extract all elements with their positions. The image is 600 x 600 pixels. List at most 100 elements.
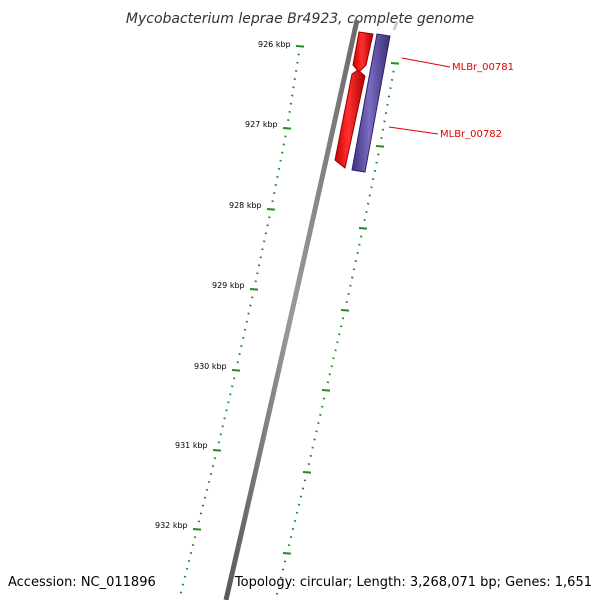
outer-ring-minor-tick [254,280,257,283]
inner-ring-minor-tick [354,260,358,263]
outer-ring-minor-tick [223,417,226,420]
inner-ring-major-tick [358,227,368,230]
outer-ring-minor-tick [227,401,230,404]
inner-ring-minor-tick [347,292,350,295]
inner-ring-minor-tick [341,317,345,320]
inner-ring-minor-tick [281,568,285,571]
inner-ring-minor-tick [322,397,326,400]
outer-ring-minor-tick [250,296,254,299]
tick-marks [179,45,400,595]
inner-ring-minor-tick [277,584,281,587]
inner-ring-major-tick [375,145,385,148]
inner-ring-minor-tick [332,357,335,360]
outer-ring-minor-tick [179,591,183,594]
outer-ring-minor-tick [193,536,197,539]
outer-ring-major-tick [212,449,222,452]
inner-ring-minor-tick [326,381,330,384]
outer-ring-major-tick [249,288,259,291]
outer-ring-minor-tick [183,575,187,578]
inner-ring-minor-tick [383,120,386,123]
inner-ring-minor-tick [297,503,301,506]
inner-ring-minor-tick [317,422,320,425]
outer-ring-minor-tick [257,264,261,267]
outer-ring-minor-tick [181,583,185,586]
label-line-MLBr_00781 [401,57,451,68]
outer-ring-minor-tick [276,175,279,178]
outer-ring-minor-tick [236,361,240,364]
outer-ring-minor-tick [282,143,286,146]
inner-ring-minor-tick [368,194,372,197]
outer-ring-minor-tick [297,53,300,56]
inner-ring-minor-tick [339,325,343,328]
outer-ring-minor-tick [294,69,298,72]
gene-label-MLBr_00782[interactable]: MLBr_00782 [440,129,502,140]
outer-ring-minor-tick [203,496,207,499]
outer-ring-minor-tick [185,567,189,570]
inner-ring-minor-tick [319,413,322,416]
outer-ring-minor-tick [211,465,215,468]
inner-ring-minor-tick [389,87,392,90]
inner-ring-minor-tick [371,178,375,181]
outer-ring-minor-tick [261,248,264,251]
inner-ring-minor-tick [370,186,373,189]
outer-ring-minor-tick [219,433,223,436]
inner-ring-minor-tick [375,161,378,164]
outer-ring-minor-tick [266,224,269,227]
outer-ring-minor-tick [221,425,224,428]
outer-ring-minor-tick [249,304,252,307]
accession: Accession: NC_011896 [8,575,156,590]
inner-ring-major-tick [321,389,331,392]
inner-ring-minor-tick [283,560,287,563]
gene-MLBr_00781[interactable] [334,31,374,169]
outer-ring-minor-tick [256,272,259,275]
gene-MLBr_00782[interactable] [351,33,391,173]
outer-ring-minor-tick [245,320,249,323]
inner-ring-minor-tick [352,268,356,271]
tick-label-932-kbp: 932 kbp [155,521,188,530]
inner-ring-minor-tick [334,349,337,352]
inner-ring-minor-tick [387,95,391,98]
inner-ring-minor-tick [338,333,341,336]
outer-ring-minor-tick [209,472,213,476]
outer-ring-minor-tick [201,504,205,507]
outer-ring-minor-tick [268,216,271,219]
outer-ring-minor-tick [213,457,217,460]
inner-ring-minor-tick [386,103,389,106]
outer-ring-minor-tick [238,353,241,356]
inner-ring-minor-tick [330,365,333,368]
inner-ring-minor-tick [293,519,297,522]
outer-ring-minor-tick [284,135,287,138]
inner-ring-minor-tick [307,463,311,466]
inner-ring-major-tick [390,62,400,65]
outer-ring-minor-tick [296,61,299,64]
inner-ring-minor-tick [384,112,388,115]
genome-backbone [223,19,360,600]
outer-ring-minor-tick [207,480,211,483]
inner-ring-minor-tick [279,576,283,579]
outer-ring-major-tick [231,369,241,372]
inner-ring-minor-tick [313,438,316,441]
inner-ring-minor-tick [349,284,352,287]
outer-ring-minor-tick [290,94,294,97]
inner-ring-minor-tick [301,487,305,490]
outer-ring-major-tick [266,208,276,211]
outer-ring-minor-tick [262,240,266,243]
inner-ring-minor-tick [287,544,291,547]
gene-label-MLBr_00781[interactable]: MLBr_00781 [452,62,514,73]
inner-ring-minor-tick [275,592,279,595]
inner-ring-minor-tick [295,511,299,514]
outer-ring-minor-tick [288,110,291,113]
inner-ring-minor-tick [381,128,385,131]
inner-ring-major-tick [282,552,292,555]
inner-ring-minor-tick [320,405,324,408]
tick-label-926-kbp: 926 kbp [258,40,291,49]
outer-ring-minor-tick [217,441,221,444]
tick-label-930-kbp: 930 kbp [194,362,227,371]
inner-ring-minor-tick [390,78,394,81]
outer-ring-minor-tick [197,520,201,523]
outer-ring-minor-tick [264,232,268,235]
inner-ring-minor-tick [373,169,377,172]
inner-ring-minor-tick [363,219,366,222]
outer-ring-minor-tick [240,344,243,348]
